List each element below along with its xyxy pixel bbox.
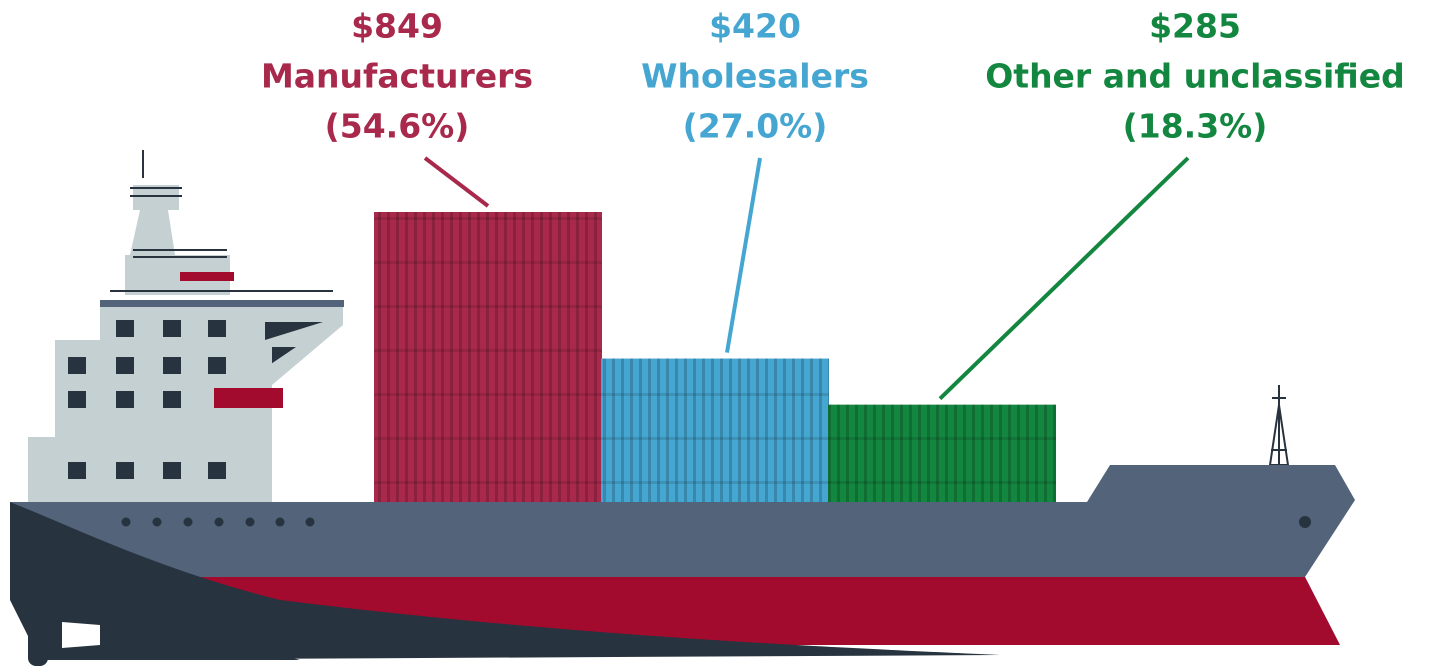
- value-label: $420: [709, 7, 801, 46]
- category-label: Other and unclassified: [985, 57, 1405, 96]
- container-ribs: [374, 212, 602, 502]
- category-label: Wholesalers: [641, 57, 869, 96]
- category-label: Manufacturers: [261, 57, 533, 96]
- percent-label: (18.3%): [1123, 107, 1268, 146]
- containers: [374, 212, 1056, 502]
- percent-label: (54.6%): [325, 107, 470, 146]
- value-label: $285: [1149, 7, 1241, 46]
- container-ribs: [828, 404, 1056, 502]
- ship-hull: [10, 465, 1355, 666]
- ship-mast: [1268, 385, 1290, 466]
- percent-label: (27.0%): [683, 107, 828, 146]
- ship-superstructure: [28, 150, 344, 502]
- value-label: $849: [351, 7, 443, 46]
- leader-line: [938, 156, 1190, 401]
- leader-line: [725, 157, 762, 353]
- leader-line: [423, 156, 490, 208]
- container-ribs: [601, 358, 829, 502]
